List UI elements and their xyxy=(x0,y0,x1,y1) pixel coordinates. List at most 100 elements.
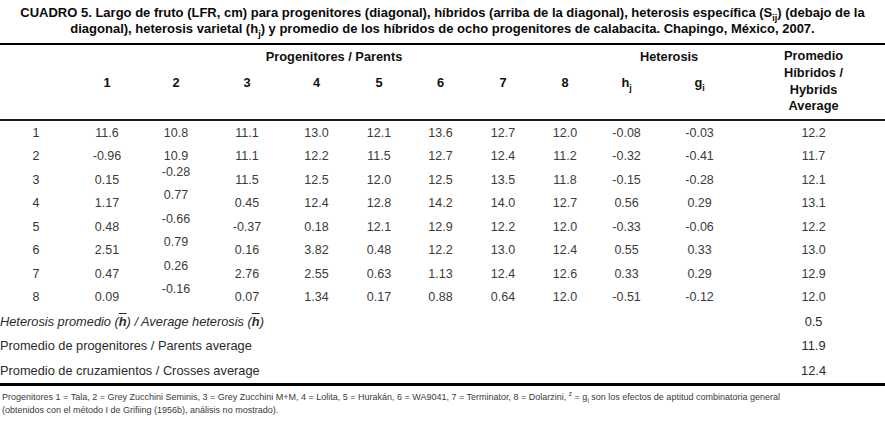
table-row: 2 -0.96 10.9 11.1 12.2 11.5 12.7 12.4 11… xyxy=(0,145,885,169)
table-caption: CUADRO 5. Largo de fruto (LFR, cm) para … xyxy=(0,0,885,36)
avg-header-line: Promedio xyxy=(742,48,885,65)
caption-line-2: diagonal), heterosis varietal (hj) y pro… xyxy=(0,21,885,37)
table-cell: 12.0 xyxy=(534,286,596,310)
table-row: 8 0.09 -0.16 0.07 1.34 0.17 0.88 0.64 12… xyxy=(0,286,885,310)
col-header-2: 2 xyxy=(142,67,210,120)
table-cell: 10.8 xyxy=(142,120,210,145)
table-row: 1 11.6 10.8 11.1 13.0 12.1 13.6 12.7 12.… xyxy=(0,120,885,145)
avg-header-line: Híbridos / xyxy=(742,65,885,82)
table-cell: -0.08 xyxy=(596,120,657,145)
summary-row-average-heterosis: Heterosis promedio (h) / Average heteros… xyxy=(0,309,885,334)
row-label: 1 xyxy=(0,120,72,145)
table-cell: 12.4 xyxy=(284,192,349,216)
table-cell: 0.45 xyxy=(210,192,284,216)
table-cell: 12.0 xyxy=(349,168,409,192)
table-cell: -0.15 xyxy=(596,168,657,192)
row-label: 7 xyxy=(0,262,72,286)
row-average-cell: 11.7 xyxy=(742,145,885,169)
table-cell: -0.51 xyxy=(596,286,657,310)
table-cell: 2.76 xyxy=(210,262,284,286)
table-cell: 1.13 xyxy=(409,262,472,286)
summary-label: Promedio de cruzamientos / Crosses avera… xyxy=(0,358,742,384)
row-label: 6 xyxy=(0,239,72,263)
table-cell: 0.17 xyxy=(349,286,409,310)
table-row: 7 0.47 0.26 2.76 2.55 0.63 1.13 12.4 12.… xyxy=(0,262,885,286)
row-average-cell: 12.2 xyxy=(742,120,885,145)
row-average-cell: 12.0 xyxy=(742,286,885,310)
table-cell: -0.41 xyxy=(657,145,742,169)
table-cell: 2.51 xyxy=(72,239,142,263)
table-cell: -0.37 xyxy=(210,215,284,239)
table-cell: 12.4 xyxy=(534,239,596,263)
corner-cell xyxy=(0,67,72,120)
parents-group-header: Progenitores / Parents xyxy=(72,44,596,67)
table-body: 1 11.6 10.8 11.1 13.0 12.1 13.6 12.7 12.… xyxy=(0,120,885,309)
table-cell: 0.29 xyxy=(657,262,742,286)
table-cell: 0.88 xyxy=(409,286,472,310)
table-row: 3 0.15 -0.28 11.5 12.5 12.0 12.5 13.5 11… xyxy=(0,168,885,192)
table-cell: 12.2 xyxy=(284,145,349,169)
table-cell: -0.16 xyxy=(142,286,210,310)
summary-label: Heterosis promedio (h) / Average heteros… xyxy=(0,309,742,334)
table-cell: 0.56 xyxy=(596,192,657,216)
avg-header-line: Hybrids xyxy=(742,82,885,99)
table-cell: 13.0 xyxy=(472,239,534,263)
row-label: 8 xyxy=(0,286,72,310)
avg-header-line: Average xyxy=(742,98,885,115)
col-header-hj: hj xyxy=(596,67,657,120)
col-header-6: 6 xyxy=(409,67,472,120)
table-cell: 0.63 xyxy=(349,262,409,286)
table-cell: 11.2 xyxy=(534,145,596,169)
table-cell: 14.2 xyxy=(409,192,472,216)
table-cell: 12.8 xyxy=(349,192,409,216)
table-cell: 13.5 xyxy=(472,168,534,192)
table-cell: 0.64 xyxy=(472,286,534,310)
corner-cell xyxy=(0,44,72,67)
col-header-7: 7 xyxy=(472,67,534,120)
heterosis-group-header: Heterosis xyxy=(596,44,742,67)
table-cell: 14.0 xyxy=(472,192,534,216)
table-cell: -0.32 xyxy=(596,145,657,169)
caption-line-1: CUADRO 5. Largo de fruto (LFR, cm) para … xyxy=(0,5,885,21)
table-cell: 11.6 xyxy=(72,120,142,145)
table-cell: 12.0 xyxy=(534,215,596,239)
table-cell: 0.48 xyxy=(349,239,409,263)
table-cell: 2.55 xyxy=(284,262,349,286)
table-cell: -0.28 xyxy=(657,168,742,192)
table-cell: 11.8 xyxy=(534,168,596,192)
table-cell: 12.5 xyxy=(409,168,472,192)
table-cell: 0.55 xyxy=(596,239,657,263)
table-cell: 12.7 xyxy=(472,120,534,145)
group-header-row: Progenitores / Parents Heterosis Promedi… xyxy=(0,44,885,67)
table-cell: 12.0 xyxy=(534,120,596,145)
row-average-cell: 12.1 xyxy=(742,168,885,192)
summary-value: 11.9 xyxy=(742,334,885,359)
paper-page: CUADRO 5. Largo de fruto (LFR, cm) para … xyxy=(0,0,885,430)
table-cell: 0.29 xyxy=(657,192,742,216)
table-cell: 0.48 xyxy=(72,215,142,239)
table-cell: 12.7 xyxy=(409,145,472,169)
table-footnote: Progenitores 1 = Tala, 2 = Grey Zucchini… xyxy=(0,386,885,417)
table-cell: 12.2 xyxy=(409,239,472,263)
table-header: Progenitores / Parents Heterosis Promedi… xyxy=(0,44,885,120)
table-row: 4 1.17 0.77 0.45 12.4 12.8 14.2 14.0 12.… xyxy=(0,192,885,216)
table-cell: 12.4 xyxy=(472,145,534,169)
table-cell: 0.33 xyxy=(657,239,742,263)
table-row: 5 0.48 -0.66 -0.37 0.18 12.1 12.9 12.2 1… xyxy=(0,215,885,239)
table-cell: -0.03 xyxy=(657,120,742,145)
row-average-cell: 13.1 xyxy=(742,192,885,216)
table-cell: 12.5 xyxy=(284,168,349,192)
table-cell: 0.16 xyxy=(210,239,284,263)
table-cell: 12.4 xyxy=(472,262,534,286)
table-cell: -0.06 xyxy=(657,215,742,239)
table-cell: 3.82 xyxy=(284,239,349,263)
table-cell: 0.33 xyxy=(596,262,657,286)
table-cell: 12.7 xyxy=(534,192,596,216)
summary-value: 0.5 xyxy=(742,309,885,334)
table-cell: 0.09 xyxy=(72,286,142,310)
col-header-8: 8 xyxy=(534,67,596,120)
summary-row-crosses-average: Promedio de cruzamientos / Crosses avera… xyxy=(0,358,885,384)
table-cell: 13.6 xyxy=(409,120,472,145)
heterosis-table: Progenitores / Parents Heterosis Promedi… xyxy=(0,43,885,386)
row-label: 3 xyxy=(0,168,72,192)
